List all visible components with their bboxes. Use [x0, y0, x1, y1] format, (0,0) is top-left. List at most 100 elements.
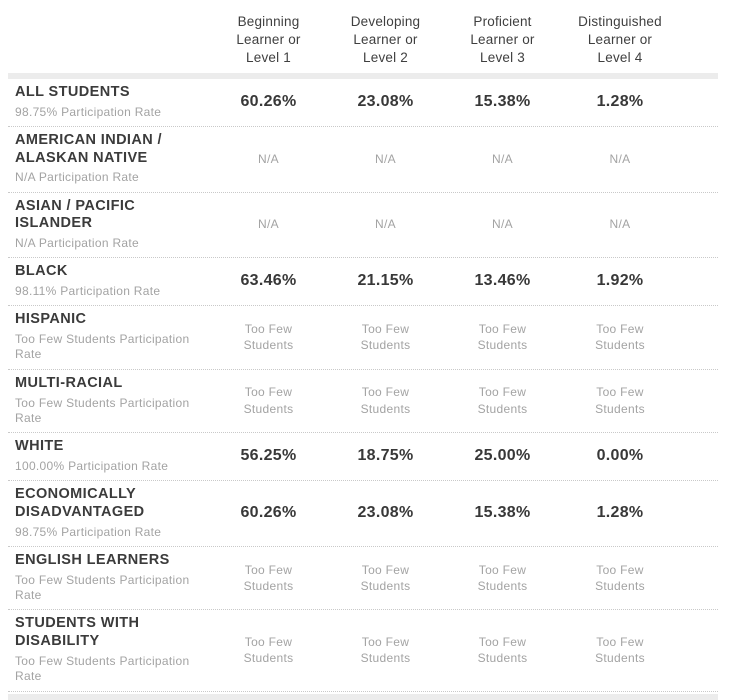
- value: N/A: [375, 151, 396, 166]
- row-label-cell: BLACK 98.11% Participation Rate: [8, 263, 210, 299]
- column-header-label: Beginning Learner or Level 1: [236, 14, 301, 65]
- column-header-label: Distinguished Learner or Level 4: [578, 14, 662, 65]
- row-label-cell: MULTI-RACIAL Too Few Students Participat…: [8, 375, 210, 426]
- group-name: ECONOMICALLY DISADVANTAGED: [15, 486, 145, 520]
- group-name: STUDENTS WITH DISABILITY: [15, 615, 140, 650]
- value-cell: Too Few Students: [327, 634, 444, 666]
- value: 60.26%: [240, 92, 297, 110]
- value: N/A: [375, 217, 396, 232]
- value: Too Few Students: [243, 385, 294, 416]
- value-cell: 18.75%: [327, 447, 444, 465]
- value-cell: Too Few Students: [444, 634, 561, 666]
- value: Too Few Students: [243, 562, 294, 593]
- participation-rate: 100.00% Participation Rate: [15, 458, 169, 473]
- participation-rate: Too Few Students Participation Rate: [15, 332, 190, 362]
- group-name: BLACK: [15, 263, 68, 280]
- value: 1.28%: [596, 92, 644, 110]
- table-row-all-students: ALL STUDENTS 98.75% Participation Rate 6…: [8, 79, 718, 127]
- value: 23.08%: [357, 92, 414, 110]
- value-cell: Too Few Students: [561, 634, 679, 666]
- value: Too Few Students: [477, 562, 528, 593]
- value: Too Few Students: [595, 321, 645, 353]
- value: 15.38%: [474, 92, 531, 110]
- value-cell: 1.28%: [561, 93, 679, 111]
- value-cell: 56.25%: [210, 447, 327, 465]
- value-cell: 23.08%: [327, 504, 444, 522]
- participation-rate: 98.75% Participation Rate: [15, 104, 162, 119]
- value-cell: N/A: [210, 151, 327, 167]
- value: 60.26%: [240, 504, 297, 522]
- value-cell: Too Few Students: [444, 562, 561, 594]
- group-name: ENGLISH LEARNERS: [15, 552, 170, 569]
- value-cell: Too Few Students: [561, 562, 679, 594]
- value-cell: 13.46%: [444, 272, 561, 290]
- column-header-level2: Developing Learner or Level 2: [327, 13, 444, 67]
- value: 1.92%: [596, 272, 644, 290]
- group-name: HISPANIC: [15, 311, 87, 328]
- participation-rate: 98.75% Participation Rate: [15, 524, 162, 539]
- value-cell: 1.92%: [561, 272, 679, 290]
- value-cell: Too Few Students: [561, 321, 679, 353]
- group-name: ALL STUDENTS: [15, 83, 130, 100]
- group-name: AMERICAN INDIAN / ALASKAN NATIVE: [15, 131, 162, 166]
- value-cell: 15.38%: [444, 93, 561, 111]
- table-header-row: Beginning Learner or Level 1 Developing …: [8, 13, 718, 67]
- value: Too Few Students: [477, 634, 528, 665]
- row-label-cell: HISPANIC Too Few Students Participation …: [8, 311, 210, 362]
- value: Too Few Students: [243, 321, 294, 353]
- table-row-white: WHITE 100.00% Participation Rate 56.25% …: [8, 433, 718, 482]
- value: 21.15%: [357, 272, 414, 290]
- table-row-economically-disadvantaged: ECONOMICALLY DISADVANTAGED 98.75% Partic…: [8, 481, 718, 548]
- value-cell: 23.08%: [327, 93, 444, 111]
- value: N/A: [492, 151, 513, 166]
- table-row-asian-pacific-islander: ASIAN / PACIFIC ISLANDER N/A Participati…: [8, 193, 718, 259]
- row-label-cell: AMERICAN INDIAN / ALASKAN NATIVE N/A Par…: [8, 132, 210, 186]
- column-header-level4: Distinguished Learner or Level 4: [561, 13, 679, 67]
- value: N/A: [492, 217, 513, 232]
- value: Too Few Students: [360, 562, 411, 593]
- value-cell: Too Few Students: [210, 562, 327, 594]
- value-cell: 60.26%: [210, 93, 327, 111]
- assessment-results-table: Beginning Learner or Level 1 Developing …: [8, 0, 718, 700]
- value-cell: Too Few Students: [327, 562, 444, 594]
- row-label-cell: ALL STUDENTS 98.75% Participation Rate: [8, 84, 210, 120]
- value: Too Few Students: [360, 634, 411, 665]
- value-cell: N/A: [444, 216, 561, 232]
- column-header-label: Proficient Learner or Level 3: [470, 14, 535, 65]
- header-divider-band: [8, 72, 718, 79]
- value: Too Few Students: [477, 321, 528, 353]
- value: Too Few Students: [595, 385, 645, 416]
- row-label-cell: STUDENTS WITH DISABILITY Too Few Student…: [8, 615, 210, 684]
- value-cell: N/A: [561, 151, 679, 167]
- group-name: WHITE: [15, 438, 64, 455]
- value: Too Few Students: [360, 321, 411, 353]
- value: 0.00%: [596, 447, 644, 465]
- value-cell: 1.28%: [561, 504, 679, 522]
- value: Too Few Students: [595, 562, 645, 593]
- row-label-cell: ASIAN / PACIFIC ISLANDER N/A Participati…: [8, 198, 210, 252]
- row-label-cell: ECONOMICALLY DISADVANTAGED 98.75% Partic…: [8, 486, 210, 540]
- value: 18.75%: [357, 447, 414, 465]
- value-cell: N/A: [561, 216, 679, 232]
- footer-divider-band: [8, 693, 718, 700]
- value-cell: 25.00%: [444, 447, 561, 465]
- value-cell: 63.46%: [210, 272, 327, 290]
- value-cell: N/A: [327, 151, 444, 167]
- participation-rate: Too Few Students Participation Rate: [15, 572, 190, 603]
- value: 56.25%: [240, 447, 297, 465]
- value-cell: Too Few Students: [561, 384, 679, 416]
- value: N/A: [609, 217, 631, 232]
- table-row-american-indian-alaskan-native: AMERICAN INDIAN / ALASKAN NATIVE N/A Par…: [8, 127, 718, 193]
- value-cell: N/A: [210, 216, 327, 232]
- row-label-cell: ENGLISH LEARNERS Too Few Students Partic…: [8, 552, 210, 603]
- value: 25.00%: [474, 447, 531, 465]
- value-cell: Too Few Students: [327, 384, 444, 416]
- value: Too Few Students: [595, 634, 645, 665]
- value: 23.08%: [357, 504, 414, 522]
- value-cell: Too Few Students: [327, 321, 444, 353]
- table-row-multi-racial: MULTI-RACIAL Too Few Students Participat…: [8, 370, 718, 434]
- value-cell: Too Few Students: [210, 384, 327, 416]
- participation-rate: Too Few Students Participation Rate: [15, 395, 190, 425]
- value-cell: N/A: [327, 216, 444, 232]
- value: 1.28%: [596, 504, 644, 522]
